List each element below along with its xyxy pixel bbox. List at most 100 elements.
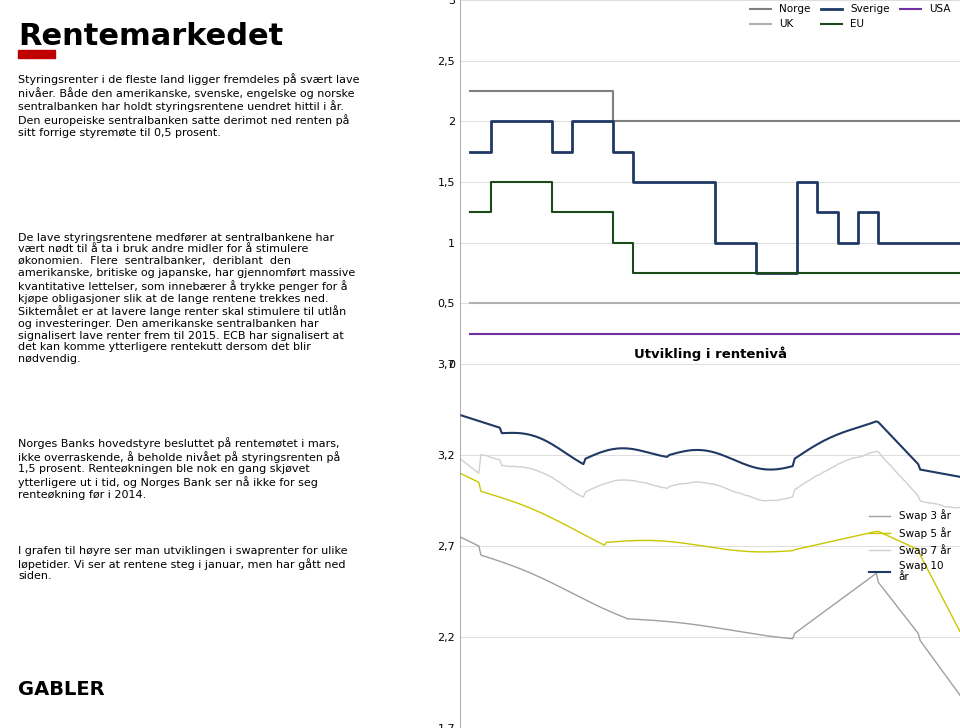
Line: EU: EU <box>470 182 960 273</box>
Line: Swap 3 år: Swap 3 år <box>460 537 960 695</box>
UK <box>566 299 578 308</box>
Swap 5 år <box>784 547 796 555</box>
Sverige <box>587 117 598 126</box>
Legend: Norge, UK, Sverige, EU, USA: Norge, UK, Sverige, EU, USA <box>746 0 955 33</box>
Sverige <box>730 238 741 247</box>
Swap 7 år <box>624 476 636 485</box>
EU <box>465 208 476 217</box>
Sverige <box>934 238 946 247</box>
EU <box>893 269 904 277</box>
USA <box>587 329 598 338</box>
Swap 10
år <box>919 466 930 475</box>
EU <box>566 208 578 217</box>
Swap 7 år <box>475 451 487 459</box>
UK <box>709 299 721 308</box>
USA <box>791 329 803 338</box>
UK <box>526 299 538 308</box>
Norge <box>709 117 721 126</box>
EU <box>709 269 721 277</box>
Swap 3 år <box>534 573 545 582</box>
Sverige <box>465 147 476 156</box>
Sverige <box>505 117 516 126</box>
Sverige <box>608 147 619 156</box>
Sverige <box>648 178 660 186</box>
EU <box>934 269 946 277</box>
Norge <box>465 87 476 95</box>
Norge <box>668 117 680 126</box>
UK <box>465 299 476 308</box>
UK <box>791 299 803 308</box>
Legend: Swap 3 år, Swap 5 år, Swap 7 år, Swap 10
år: Swap 3 år, Swap 5 år, Swap 7 år, Swap 10… <box>865 505 955 587</box>
USA <box>546 329 558 338</box>
Swap 5 år <box>488 491 499 499</box>
EU <box>485 178 496 186</box>
Swap 7 år <box>454 454 466 463</box>
Swap 7 år <box>488 454 499 462</box>
USA <box>526 329 538 338</box>
Swap 5 år <box>454 469 466 478</box>
Swap 7 år <box>534 467 545 476</box>
USA <box>730 329 741 338</box>
Swap 10
år <box>475 417 487 426</box>
Sverige <box>628 178 639 186</box>
UK <box>893 299 904 308</box>
EU <box>913 269 924 277</box>
EU <box>771 269 782 277</box>
UK <box>546 299 558 308</box>
Line: Swap 5 år: Swap 5 år <box>460 473 960 631</box>
Line: Swap 7 år: Swap 7 år <box>460 451 960 508</box>
Line: Swap 10
år: Swap 10 år <box>460 415 960 477</box>
Sverige <box>546 147 558 156</box>
Norge <box>791 117 803 126</box>
Sverige <box>668 178 680 186</box>
EU <box>608 238 619 247</box>
Sverige <box>689 178 701 186</box>
Sverige <box>485 117 496 126</box>
Swap 7 år <box>954 503 960 512</box>
Swap 3 år <box>488 555 499 563</box>
Sverige <box>873 238 884 247</box>
Sverige <box>709 238 721 247</box>
USA <box>750 329 761 338</box>
EU <box>526 178 538 186</box>
Norge <box>771 117 782 126</box>
EU <box>852 269 864 277</box>
Bar <box>18 50 56 58</box>
Swap 10
år <box>954 472 960 481</box>
UK <box>668 299 680 308</box>
EU <box>628 269 639 277</box>
EU <box>791 269 803 277</box>
Text: Styringsrenter i de fleste land ligger fremdeles på svært lave
nivåer. Både den : Styringsrenter i de fleste land ligger f… <box>18 73 360 138</box>
Norge <box>873 117 884 126</box>
Norge <box>546 87 558 95</box>
EU <box>648 269 660 277</box>
Sverige <box>831 238 843 247</box>
Sverige <box>526 117 538 126</box>
Swap 5 år <box>534 507 545 516</box>
EU <box>750 269 761 277</box>
USA <box>648 329 660 338</box>
Sverige <box>771 269 782 277</box>
Norge <box>587 87 598 95</box>
USA <box>709 329 721 338</box>
UK <box>628 299 639 308</box>
Norge <box>913 117 924 126</box>
UK <box>954 299 960 308</box>
Norge <box>566 87 578 95</box>
Swap 10
år <box>784 462 796 471</box>
Norge <box>750 117 761 126</box>
Norge <box>934 117 946 126</box>
USA <box>608 329 619 338</box>
Line: Sverige: Sverige <box>470 122 960 273</box>
Swap 5 år <box>919 559 930 568</box>
USA <box>566 329 578 338</box>
UK <box>485 299 496 308</box>
USA <box>771 329 782 338</box>
Norge <box>505 87 516 95</box>
EU <box>587 208 598 217</box>
Text: I grafen til høyre ser man utviklingen i swaprenter for ulike
løpetider. Vi ser : I grafen til høyre ser man utviklingen i… <box>18 546 348 582</box>
UK <box>608 299 619 308</box>
EU <box>546 208 558 217</box>
Swap 3 år <box>475 550 487 559</box>
EU <box>954 269 960 277</box>
